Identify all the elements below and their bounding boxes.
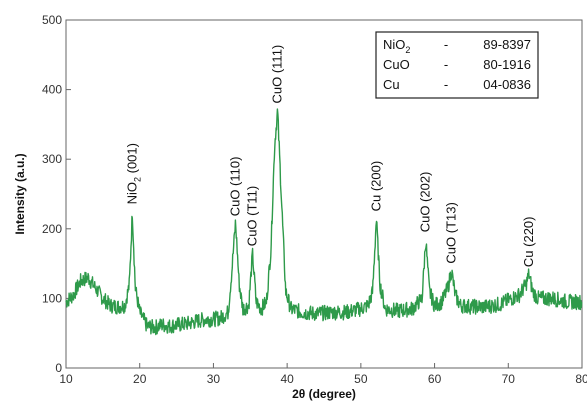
x-tick-label: 30 [207, 372, 221, 386]
x-tick-label: 50 [354, 372, 368, 386]
y-tick-label: 500 [42, 13, 62, 27]
x-axis-title: 2θ (degree) [292, 387, 356, 401]
peak-label: CuO (T11) [245, 186, 260, 246]
y-tick-label: 300 [42, 152, 62, 166]
x-tick-label: 70 [502, 372, 516, 386]
peak-label: Cu (220) [521, 217, 536, 268]
legend-entry-name: Cu [383, 77, 400, 92]
peak-label: CuO (T13) [444, 202, 459, 263]
peak-label: Cu (200) [368, 161, 383, 212]
peak-label: CuO (202) [418, 172, 433, 233]
peak-label: CuO (111) [270, 45, 285, 104]
legend: NiO2 - 89-8397 CuO - 80-1916 Cu - 04-0836 [375, 31, 539, 99]
y-tick-label: 100 [42, 291, 62, 305]
y-axis-title: Intensity (a.u.) [13, 153, 27, 234]
legend-box [375, 31, 539, 99]
legend-entry-code: 89-8397 [483, 37, 531, 52]
peak-annotations: NiO2 (001) CuO (110) CuO (T11) CuO (111) Cu … [124, 45, 536, 267]
y-tick-label: 400 [42, 83, 62, 97]
legend-entry-dash: - [444, 77, 448, 92]
x-tick-label: 60 [428, 372, 442, 386]
x-tick-label: 40 [280, 372, 294, 386]
peak-label: NiO2 (001) [124, 143, 142, 204]
y-tick-label: 0 [55, 361, 62, 375]
y-tick-label: 200 [42, 222, 62, 236]
legend-entry-name: CuO [383, 57, 410, 72]
legend-entry-dash: - [444, 37, 448, 52]
legend-entry-name: NiO2 [383, 37, 410, 55]
series-line [65, 108, 583, 336]
y-axis: 0 100 200 300 400 500 [42, 13, 71, 375]
x-tick-label: 80 [575, 372, 587, 386]
x-tick-label: 20 [133, 372, 147, 386]
x-tick-label: 10 [59, 372, 73, 386]
legend-entry-code: 80-1916 [483, 57, 531, 72]
legend-entry-code: 04-0836 [483, 77, 531, 92]
peak-label: CuO (110) [228, 157, 243, 217]
legend-entry-dash: - [444, 57, 448, 72]
x-axis: 10 20 30 40 50 60 70 80 [59, 363, 587, 386]
